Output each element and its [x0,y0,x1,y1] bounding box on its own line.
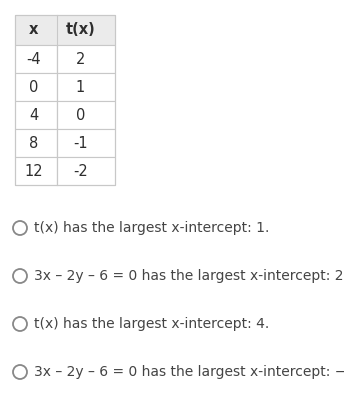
Bar [15,45,57,73]
Bar [15,15,115,45]
Bar [15,15,115,185]
Bar [57,129,115,157]
Bar [15,73,57,101]
Text: -1: -1 [73,135,87,151]
Circle shape [13,365,27,379]
Bar [15,129,57,157]
Bar [57,157,115,185]
Text: 4: 4 [29,108,39,123]
Text: 1: 1 [76,79,85,94]
Bar [57,101,115,129]
Bar [15,157,57,185]
Bar [57,73,115,101]
Circle shape [13,269,27,283]
Text: -2: -2 [73,164,88,178]
Bar [15,101,57,129]
Text: 0: 0 [76,108,85,123]
Circle shape [13,317,27,331]
Text: x: x [29,22,39,38]
Text: 2: 2 [76,52,85,67]
Text: t(x): t(x) [65,22,95,38]
Text: 0: 0 [29,79,39,94]
Text: 8: 8 [29,135,39,151]
Text: t(x) has the largest x-intercept: 4.: t(x) has the largest x-intercept: 4. [34,317,269,331]
Text: -4: -4 [26,52,41,67]
Bar [57,45,115,73]
Text: 12: 12 [24,164,43,178]
Text: 3x – 2y – 6 = 0 has the largest x-intercept: −3.: 3x – 2y – 6 = 0 has the largest x-interc… [34,365,344,379]
Text: t(x) has the largest x-intercept: 1.: t(x) has the largest x-intercept: 1. [34,221,269,235]
Circle shape [13,221,27,235]
Text: 3x – 2y – 6 = 0 has the largest x-intercept: 2.: 3x – 2y – 6 = 0 has the largest x-interc… [34,269,344,283]
